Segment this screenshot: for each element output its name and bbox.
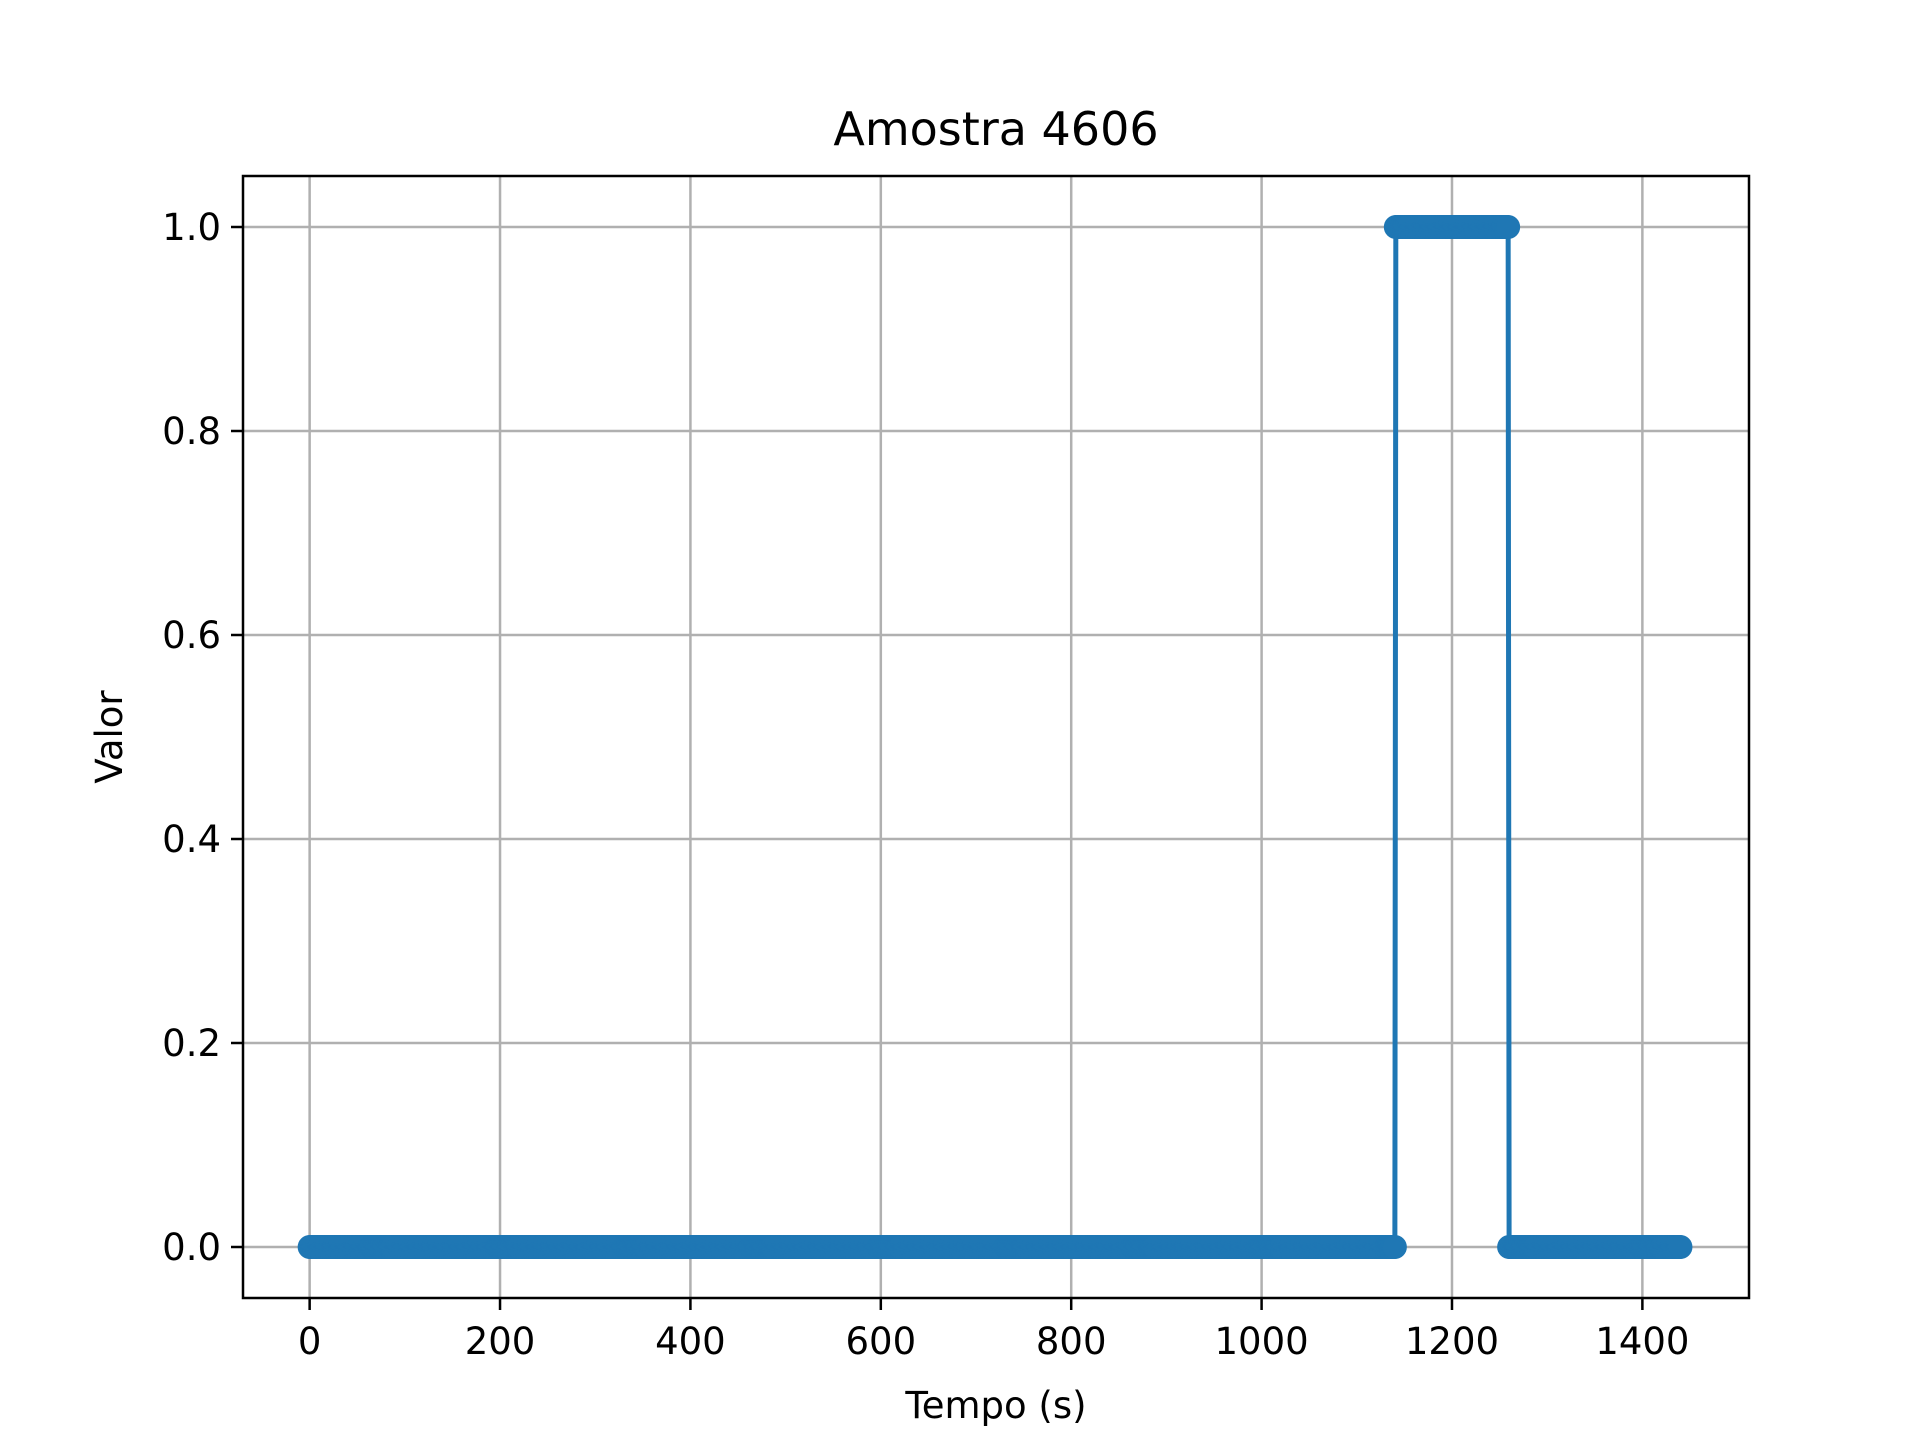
y-tick-label: 1.0	[162, 206, 221, 249]
x-tick-label: 1200	[1405, 1320, 1499, 1363]
y-tick-label: 0.8	[162, 410, 221, 453]
grid	[243, 176, 1749, 1298]
y-axis-label: Valor	[88, 690, 131, 784]
data-series	[297, 215, 1693, 1259]
y-tick-label: 0.6	[162, 614, 221, 657]
y-tick-label: 0.2	[162, 1022, 221, 1065]
x-tick-label: 1000	[1215, 1320, 1309, 1363]
x-tick-label: 1400	[1595, 1320, 1689, 1363]
x-tick-label: 200	[465, 1320, 536, 1363]
data-point	[1668, 1235, 1693, 1259]
y-tick-label: 0.4	[162, 818, 221, 861]
y-tick-label: 0.0	[162, 1226, 221, 1269]
x-axis-label: Tempo (s)	[904, 1384, 1086, 1427]
x-axis: 0 200 400 600 800 1000 1200 1400	[298, 1298, 1689, 1363]
chart-title: Amostra 4606	[833, 102, 1158, 156]
data-point	[1382, 1235, 1407, 1259]
y-axis: 0.0 0.2 0.4 0.6 0.8 1.0	[162, 206, 243, 1269]
plot-frame	[241, 174, 1751, 1300]
x-tick-label: 400	[655, 1320, 726, 1363]
x-tick-label: 600	[846, 1320, 917, 1363]
data-point	[1496, 215, 1521, 239]
x-tick-label: 800	[1036, 1320, 1107, 1363]
x-tick-label: 0	[298, 1320, 322, 1363]
series-line	[309, 224, 1681, 1250]
